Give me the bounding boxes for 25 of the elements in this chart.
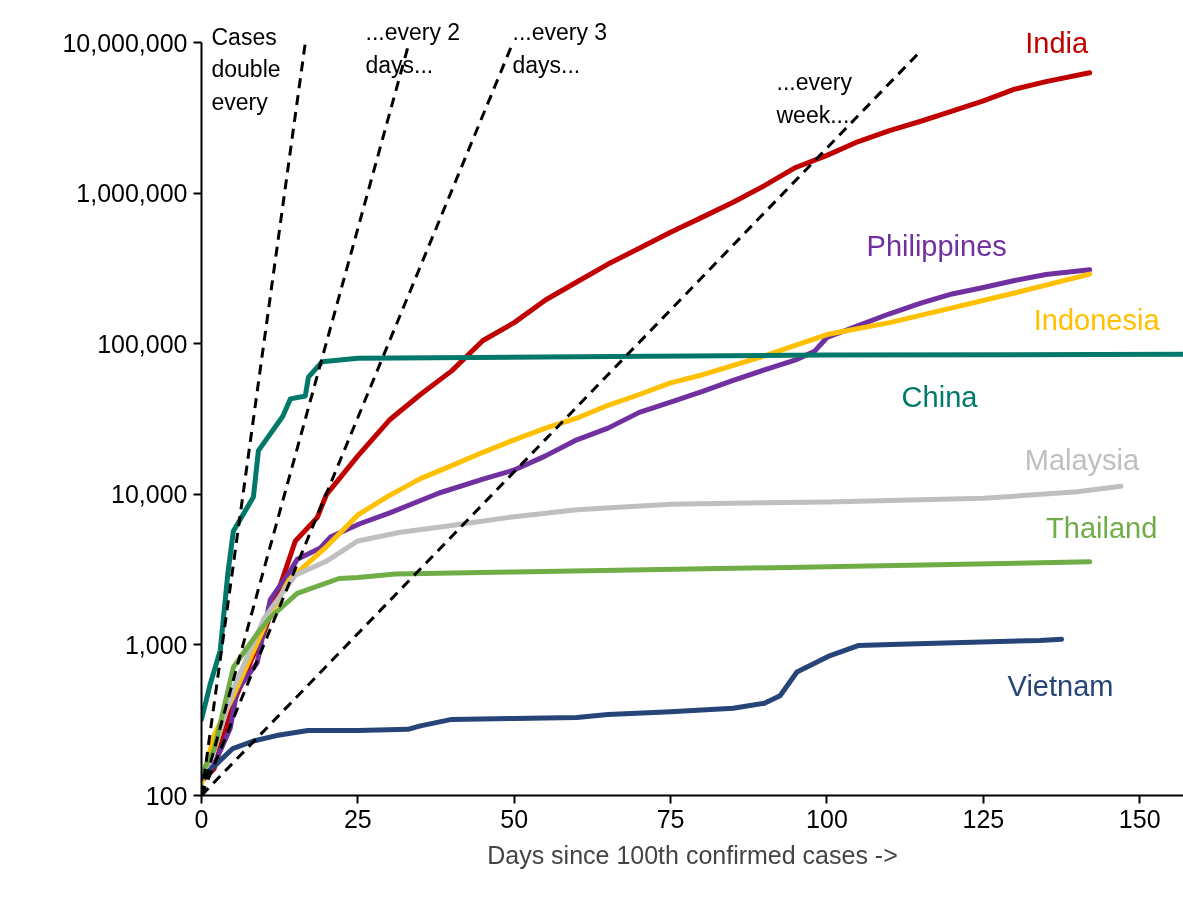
annotation: Cases double every bbox=[211, 23, 281, 115]
y-tick-label: 10,000 bbox=[111, 480, 188, 509]
x-tick-label: 25 bbox=[343, 804, 372, 833]
series-label: Vietnam bbox=[1007, 670, 1114, 703]
series-label: Philippines bbox=[866, 229, 1007, 262]
y-tick-label: 100,000 bbox=[97, 329, 188, 358]
series-label: Indonesia bbox=[1033, 304, 1161, 337]
y-tick-label: 10,000,000 bbox=[62, 28, 188, 57]
annotation: ...every 3 days... bbox=[512, 19, 608, 78]
x-tick-label: 100 bbox=[806, 804, 848, 833]
x-tick-label: 125 bbox=[962, 804, 1005, 833]
series-label: China bbox=[901, 381, 979, 414]
series-label: Thailand bbox=[1046, 511, 1158, 544]
x-tick-label: 0 bbox=[194, 804, 209, 833]
x-axis-title: Days since 100th confirmed cases -> bbox=[487, 840, 898, 869]
series-label: India bbox=[1025, 26, 1089, 59]
annotation: ...every week... bbox=[775, 69, 853, 128]
x-tick-label: 75 bbox=[656, 804, 685, 833]
y-tick-label: 1,000,000 bbox=[76, 179, 188, 208]
annotation: ...every 2 days... bbox=[365, 19, 461, 78]
x-tick-label: 150 bbox=[1118, 804, 1161, 833]
y-tick-label: 1,000 bbox=[124, 630, 188, 659]
x-tick-label: 50 bbox=[500, 804, 529, 833]
series-label: Malaysia bbox=[1024, 444, 1141, 477]
y-tick-label: 100 bbox=[145, 781, 188, 810]
